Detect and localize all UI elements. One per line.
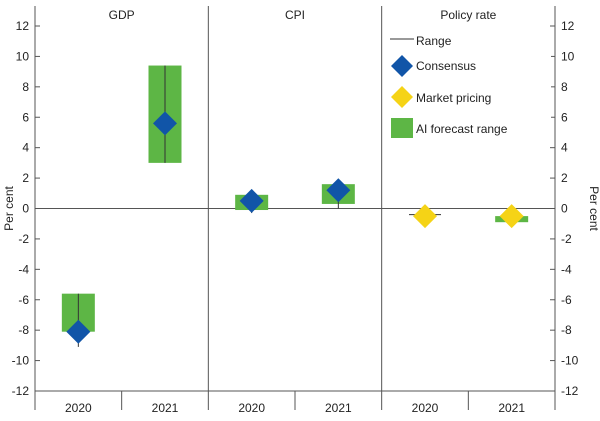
panel-title: Policy rate xyxy=(440,8,496,22)
legend-ai-range-swatch xyxy=(391,118,413,138)
y-tick-label-right: 4 xyxy=(561,141,568,155)
y-tick-label-left: 8 xyxy=(22,80,29,94)
panel-title: GDP xyxy=(109,8,135,22)
legend-market-label: Market pricing xyxy=(416,91,491,105)
y-tick-label-left: -6 xyxy=(18,293,29,307)
y-tick-label-left: -10 xyxy=(12,354,30,368)
y-axis-title-left: Per cent xyxy=(2,185,16,230)
x-tick-label: 2020 xyxy=(65,401,92,415)
y-tick-label-right: 2 xyxy=(561,171,568,185)
y-tick-label-left: 12 xyxy=(16,19,30,33)
legend-ai-range-label: AI forecast range xyxy=(416,122,508,136)
y-tick-label-left: 4 xyxy=(22,141,29,155)
y-tick-label-right: -2 xyxy=(561,232,572,246)
y-tick-label-right: -8 xyxy=(561,323,572,337)
y-tick-label-right: -4 xyxy=(561,262,572,276)
y-tick-label-right: 8 xyxy=(561,80,568,94)
market-pricing-marker xyxy=(413,204,437,229)
y-tick-label-left: -8 xyxy=(18,323,29,337)
consensus-marker xyxy=(66,319,91,344)
axes-layer xyxy=(34,6,556,410)
legend: Range Consensus Market pricing AI forecast … xyxy=(385,31,551,139)
y-tick-label-right: 0 xyxy=(561,202,568,216)
y-tick-label-left: 10 xyxy=(16,49,30,63)
panel-title: CPI xyxy=(285,8,305,22)
y-tick-label-right: -10 xyxy=(561,354,579,368)
consensus-marker xyxy=(153,111,177,136)
consensus-marker xyxy=(239,188,264,213)
legend-range-label: Range xyxy=(416,34,452,48)
x-tick-label: 2021 xyxy=(325,401,352,415)
market-pricing-marker xyxy=(499,204,524,229)
y-tick-label-right: -6 xyxy=(561,293,572,307)
x-tick-label: 2021 xyxy=(498,401,525,415)
y-tick-label-left: -4 xyxy=(18,262,29,276)
y-tick-label-right: 6 xyxy=(561,110,568,124)
x-tick-label: 2021 xyxy=(152,401,179,415)
legend-consensus-swatch xyxy=(391,55,413,77)
y-tick-label-left: -2 xyxy=(18,232,29,246)
legend-market-swatch xyxy=(391,86,413,108)
x-tick-label: 2020 xyxy=(238,401,265,415)
y-tick-label-left: 6 xyxy=(22,110,29,124)
y-tick-label-left: -12 xyxy=(12,384,30,398)
y-axis-title-right: Per cent xyxy=(587,186,600,231)
marks-layer xyxy=(61,65,529,347)
y-tick-label-right: -12 xyxy=(561,384,579,398)
y-tick-label-left: 2 xyxy=(22,171,29,185)
consensus-marker xyxy=(326,178,351,203)
y-tick-label-left: 0 xyxy=(22,202,29,216)
x-tick-label: 2020 xyxy=(412,401,439,415)
y-tick-label-right: 10 xyxy=(561,49,575,63)
y-tick-label-right: 12 xyxy=(561,19,575,33)
legend-consensus-label: Consensus xyxy=(416,59,476,73)
labels-layer: -12 -12 -10 -10 -8 -8 -6 -6 -4 -4 -2 -2 0 0 2 2 4 4 6 6 8 8 10… xyxy=(2,8,600,415)
